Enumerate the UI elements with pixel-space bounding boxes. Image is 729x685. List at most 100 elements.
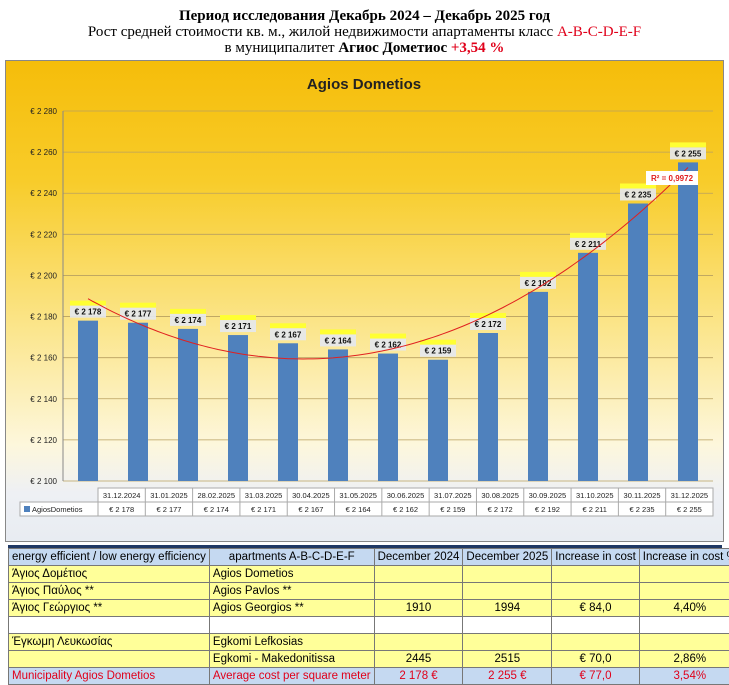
table-cell: Άγιος Γεώργιος ** bbox=[9, 600, 210, 617]
table-cell bbox=[463, 583, 552, 600]
data-table-value: € 2 162 bbox=[393, 505, 418, 514]
header-municipality: Агиос Дометиос bbox=[338, 40, 447, 56]
table-cell: 3,54% bbox=[639, 668, 729, 685]
table-cell bbox=[9, 617, 210, 634]
bar bbox=[428, 360, 448, 481]
y-tick-label: € 2 100 bbox=[30, 477, 57, 486]
table-cell bbox=[552, 634, 640, 651]
table-cell bbox=[639, 566, 729, 583]
table-cell bbox=[374, 583, 463, 600]
table-cell: energy efficient / low energy efficiency bbox=[9, 549, 210, 566]
table-cell bbox=[639, 617, 729, 634]
x-tick-label: 31.12.2024 bbox=[103, 491, 141, 500]
x-tick-label: 30.08.2025 bbox=[481, 491, 519, 500]
table-cell: 2 178 € bbox=[374, 668, 463, 685]
bar-chart: Agios Dometios€ 2 100€ 2 120€ 2 140€ 2 1… bbox=[6, 61, 723, 541]
bar bbox=[128, 323, 148, 481]
y-tick-label: € 2 280 bbox=[30, 107, 57, 116]
table-cell bbox=[552, 617, 640, 634]
page-header: Период исследования Декабрь 2024 – Декаб… bbox=[0, 8, 729, 56]
bar bbox=[178, 329, 198, 481]
table-cell: Egkomi Lefkosias bbox=[209, 634, 374, 651]
data-label: € 2 167 bbox=[275, 330, 302, 339]
data-table-value: € 2 171 bbox=[251, 505, 276, 514]
table-cell: 4,40% bbox=[639, 600, 729, 617]
table-row: Άγιος Παύλος **Agios Pavlos ** bbox=[9, 583, 729, 600]
table-cell: 2515 bbox=[463, 651, 552, 668]
x-tick-label: 30.06.2025 bbox=[387, 491, 425, 500]
x-tick-label: 31.03.2025 bbox=[245, 491, 283, 500]
bar bbox=[678, 162, 698, 481]
data-table-value: € 2 172 bbox=[488, 505, 513, 514]
data-label-highlight bbox=[320, 329, 356, 334]
x-tick-label: 31.05.2025 bbox=[339, 491, 377, 500]
table-cell: Agios Pavlos ** bbox=[209, 583, 374, 600]
y-tick-label: € 2 120 bbox=[30, 436, 57, 445]
table-cell bbox=[639, 634, 729, 651]
table-row bbox=[9, 617, 729, 634]
x-tick-label: 31.10.2025 bbox=[576, 491, 614, 500]
y-tick-label: € 2 200 bbox=[30, 271, 57, 280]
data-label-highlight bbox=[670, 142, 706, 147]
cost-table: energy efficient / low energy efficiency… bbox=[8, 548, 729, 685]
data-label-highlight bbox=[120, 303, 156, 308]
data-label: € 2 172 bbox=[475, 320, 502, 329]
table-cell: Agios Dometios bbox=[209, 566, 374, 583]
table-cell: Average cost per square meter bbox=[209, 668, 374, 685]
table-cell: Έγκωμη Λευκωσίας bbox=[9, 634, 210, 651]
x-tick-label: 28.02.2025 bbox=[197, 491, 235, 500]
table-cell bbox=[463, 634, 552, 651]
x-tick-label: 30.04.2025 bbox=[292, 491, 330, 500]
table-cell bbox=[552, 566, 640, 583]
y-tick-label: € 2 180 bbox=[30, 313, 57, 322]
data-label: € 2 235 bbox=[625, 191, 652, 200]
table-cell: € 84,0 bbox=[552, 600, 640, 617]
table-cell bbox=[639, 583, 729, 600]
data-label-highlight bbox=[370, 334, 406, 339]
table-cell: Agios Georgios ** bbox=[209, 600, 374, 617]
table-cell bbox=[374, 617, 463, 634]
table-cell: Egkomi - Makedonitissa bbox=[209, 651, 374, 668]
data-label: € 2 192 bbox=[525, 279, 552, 288]
table-header-row: energy efficient / low energy efficiency… bbox=[9, 549, 729, 566]
data-table-value: € 2 235 bbox=[630, 505, 655, 514]
data-table-value: € 2 167 bbox=[298, 505, 323, 514]
table-cell bbox=[463, 566, 552, 583]
bar bbox=[378, 354, 398, 481]
bar bbox=[478, 333, 498, 481]
table-cell bbox=[463, 617, 552, 634]
bar bbox=[528, 292, 548, 481]
table-cell: Άγιος Δομέτιος bbox=[9, 566, 210, 583]
data-table-value: € 2 178 bbox=[109, 505, 134, 514]
data-table-value: € 2 159 bbox=[440, 505, 465, 514]
data-table-value: € 2 192 bbox=[535, 505, 560, 514]
chart-title: Agios Dometios bbox=[307, 76, 421, 93]
header-subtitle: Рост средней стоимости кв. м., жилой нед… bbox=[88, 24, 557, 40]
table-cell bbox=[552, 583, 640, 600]
legend-label: AgiosDometios bbox=[32, 505, 83, 514]
table-cell: Increase in cost bbox=[552, 549, 640, 566]
table-cell: apartments A-B-C-D-E-F bbox=[209, 549, 374, 566]
header-period: Период исследования Декабрь 2024 – Декаб… bbox=[179, 8, 550, 24]
header-class: A-B-C-D-E-F bbox=[557, 24, 641, 40]
legend-swatch bbox=[24, 506, 30, 512]
table-cell: 2 255 € bbox=[463, 668, 552, 685]
data-label: € 2 174 bbox=[175, 316, 202, 325]
table-cell: € 77,0 bbox=[552, 668, 640, 685]
bar bbox=[578, 253, 598, 481]
data-label: € 2 159 bbox=[425, 347, 452, 356]
table-cell bbox=[209, 617, 374, 634]
data-label-highlight bbox=[520, 272, 556, 277]
data-label-highlight bbox=[170, 309, 206, 314]
x-tick-label: 31.01.2025 bbox=[150, 491, 188, 500]
header-municipality-prefix: в муниципалитет bbox=[225, 40, 339, 56]
table-cell: Municipality Agios Dometios bbox=[9, 668, 210, 685]
table-cell: € 70,0 bbox=[552, 651, 640, 668]
table-cell: 1910 bbox=[374, 600, 463, 617]
data-table-value: € 2 255 bbox=[677, 505, 702, 514]
